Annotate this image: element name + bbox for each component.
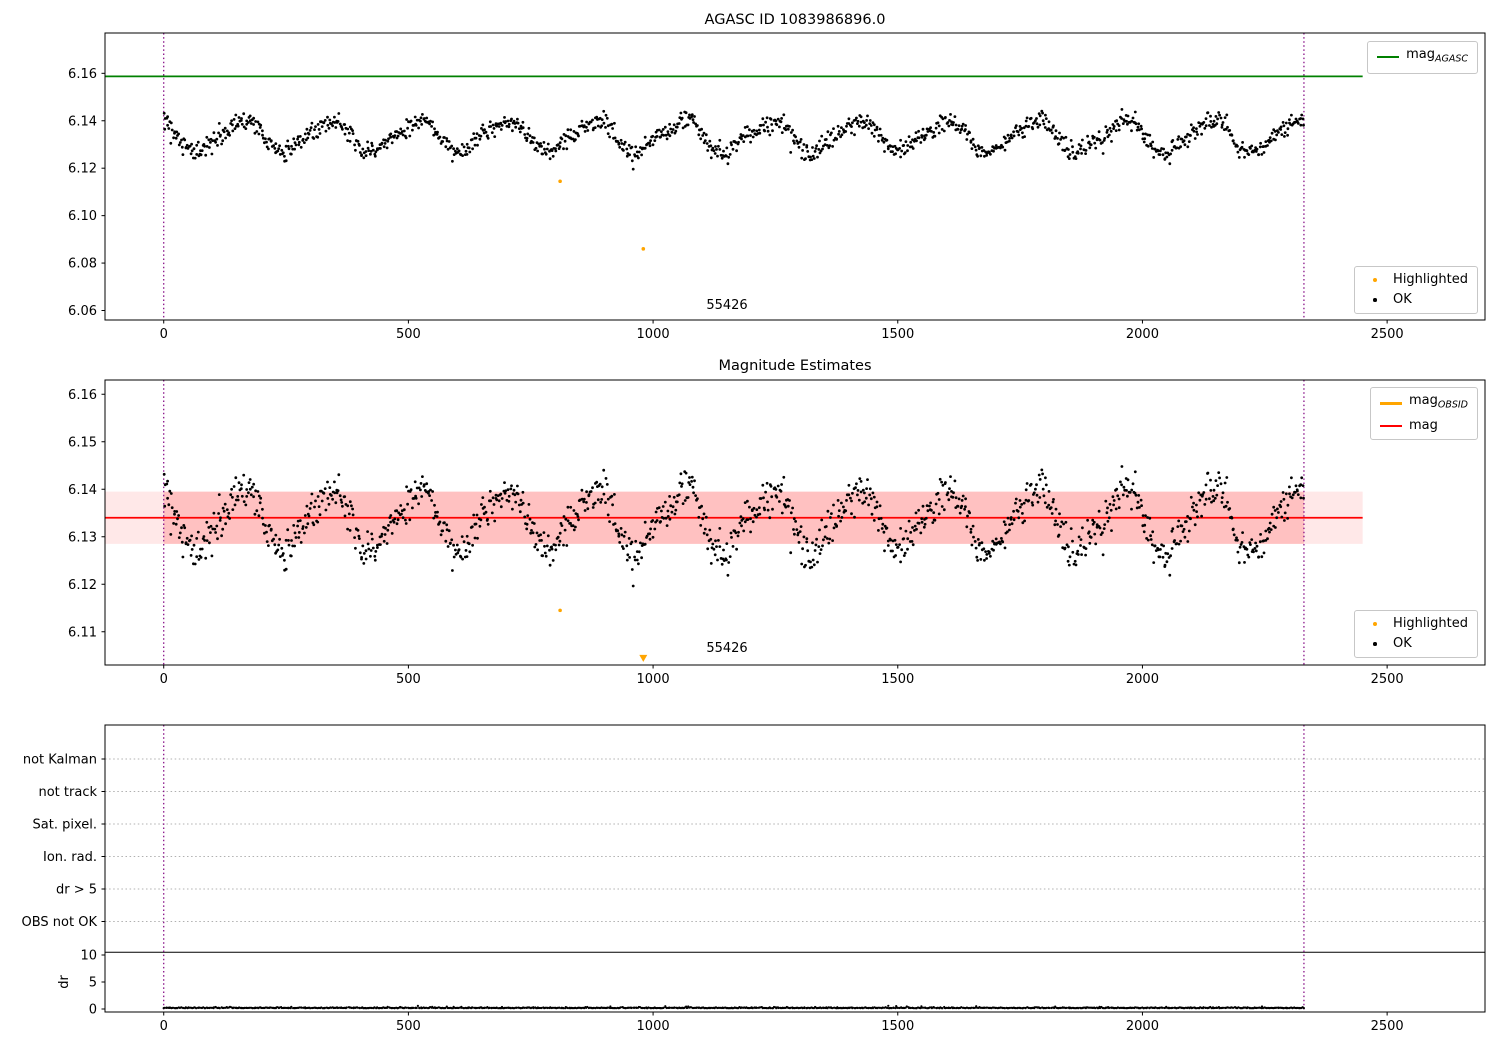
legend-label-highlighted: Highlighted xyxy=(1393,616,1468,631)
svg-text:Ion. rad.: Ion. rad. xyxy=(43,850,97,865)
plot-frame xyxy=(104,32,1486,321)
svg-text:1000: 1000 xyxy=(637,672,670,687)
legend-mag-agasc: magAGASC xyxy=(1367,41,1478,74)
legend-item-ok: OK xyxy=(1364,292,1468,308)
dr-axis-label: dr xyxy=(57,975,72,989)
svg-text:2000: 2000 xyxy=(1126,1019,1159,1034)
svg-text:6.08: 6.08 xyxy=(68,257,97,272)
legend-status-middle: Highlighted OK xyxy=(1354,610,1478,658)
svg-text:2000: 2000 xyxy=(1126,327,1159,342)
legend-label-ok: OK xyxy=(1393,292,1412,307)
svg-text:0: 0 xyxy=(160,327,168,342)
highlighted-point xyxy=(641,247,646,251)
svg-text:not Kalman: not Kalman xyxy=(23,753,97,768)
red-line-swatch xyxy=(1379,424,1402,427)
clipped-point-marker xyxy=(639,654,648,662)
svg-text:1500: 1500 xyxy=(881,672,914,687)
highlighted-dot-swatch xyxy=(1364,277,1386,283)
green-line-swatch xyxy=(1377,56,1400,59)
svg-text:1500: 1500 xyxy=(881,1019,914,1034)
legend-label-mag-obsid: magOBSID xyxy=(1408,393,1468,411)
obsid-annotation-middle: 55426 xyxy=(706,641,748,656)
legend-status-top: Highlighted OK xyxy=(1354,266,1478,314)
svg-text:2500: 2500 xyxy=(1371,327,1404,342)
svg-text:2500: 2500 xyxy=(1371,672,1404,687)
legend-label-ok: OK xyxy=(1393,636,1412,651)
svg-text:5: 5 xyxy=(89,976,97,991)
svg-text:500: 500 xyxy=(396,1019,421,1034)
svg-text:1000: 1000 xyxy=(637,327,670,342)
svg-text:500: 500 xyxy=(396,672,421,687)
svg-text:6.15: 6.15 xyxy=(68,435,97,450)
svg-text:0: 0 xyxy=(160,1019,168,1034)
svg-text:10: 10 xyxy=(80,949,97,964)
middle-plot: 0 500 1000 1500 2000 2500 6.16 6.15 6.14 6.13 6.12… xyxy=(68,379,1486,687)
highlighted-dot-swatch xyxy=(1364,621,1386,627)
svg-text:6.10: 6.10 xyxy=(68,209,97,224)
plot-frame xyxy=(104,379,1486,666)
svg-text:Sat. pixel.: Sat. pixel. xyxy=(33,818,97,833)
legend-label-mag-agasc: magAGASC xyxy=(1406,47,1468,65)
svg-text:6.14: 6.14 xyxy=(68,114,97,129)
svg-text:OBS not OK: OBS not OK xyxy=(22,915,98,930)
legend-item-mag: mag xyxy=(1379,417,1468,434)
svg-text:0: 0 xyxy=(89,1003,97,1018)
highlighted-point xyxy=(558,608,562,613)
orange-line-swatch xyxy=(1379,401,1402,406)
legend-item-highlighted: Highlighted xyxy=(1364,616,1468,632)
middle-plot-ok-points xyxy=(162,465,1305,588)
svg-text:2000: 2000 xyxy=(1126,672,1159,687)
top-plot-ok-points xyxy=(162,108,1305,171)
svg-text:6.12: 6.12 xyxy=(68,578,97,593)
legend-mag-lines: magOBSID mag xyxy=(1369,387,1478,440)
svg-text:6.12: 6.12 xyxy=(68,162,97,177)
plot-frame xyxy=(104,724,1486,1013)
legend-item-ok: OK xyxy=(1364,636,1468,652)
legend-label-mag: mag xyxy=(1408,417,1438,433)
legend-item-mag-obsid: magOBSID xyxy=(1379,393,1468,414)
svg-text:6.11: 6.11 xyxy=(68,625,97,640)
dr-points xyxy=(162,1004,1305,1010)
middle-plot-title: Magnitude Estimates xyxy=(718,358,872,374)
flags-plot: not Kalman not track Sat. pixel. Ion. rad. d… xyxy=(22,724,1486,1034)
svg-text:6.14: 6.14 xyxy=(68,483,97,498)
svg-text:1500: 1500 xyxy=(881,327,914,342)
legend-label-highlighted: Highlighted xyxy=(1393,272,1468,287)
top-plot-title: AGASC ID 1083986896.0 xyxy=(704,12,886,28)
highlighted-point xyxy=(558,179,562,184)
svg-text:6.06: 6.06 xyxy=(68,304,97,319)
legend-item-mag-agasc: magAGASC xyxy=(1377,47,1468,68)
svg-text:0: 0 xyxy=(160,672,168,687)
obsid-annotation-top: 55426 xyxy=(706,298,748,313)
svg-text:not track: not track xyxy=(38,785,97,800)
svg-text:6.13: 6.13 xyxy=(68,530,97,545)
svg-text:dr > 5: dr > 5 xyxy=(56,883,97,898)
legend-item-highlighted: Highlighted xyxy=(1364,272,1468,288)
svg-text:6.16: 6.16 xyxy=(68,67,97,82)
ok-dot-swatch xyxy=(1364,642,1386,646)
ok-dot-swatch xyxy=(1364,298,1386,302)
svg-text:6.16: 6.16 xyxy=(68,388,97,403)
svg-text:500: 500 xyxy=(396,327,421,342)
svg-text:2500: 2500 xyxy=(1371,1019,1404,1034)
svg-text:1000: 1000 xyxy=(637,1019,670,1034)
top-plot: 0 500 1000 1500 2000 2500 6.16 6.14 6.12 6.10 6.08… xyxy=(68,32,1486,342)
